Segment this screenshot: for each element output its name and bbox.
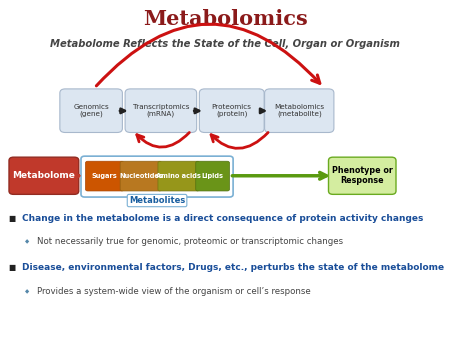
FancyBboxPatch shape bbox=[328, 157, 396, 194]
Text: Metabolome Reflects the State of the Cell, Organ or Organism: Metabolome Reflects the State of the Cel… bbox=[50, 39, 400, 49]
Text: Sugars: Sugars bbox=[92, 173, 117, 179]
Text: ■: ■ bbox=[8, 263, 15, 271]
FancyBboxPatch shape bbox=[199, 89, 264, 132]
Text: Metabolomics: Metabolomics bbox=[143, 8, 307, 29]
Text: Transcriptomics
(mRNA): Transcriptomics (mRNA) bbox=[133, 104, 189, 117]
FancyBboxPatch shape bbox=[9, 157, 79, 194]
FancyBboxPatch shape bbox=[120, 161, 162, 191]
Text: Not necessarily true for genomic, proteomic or transcriptomic changes: Not necessarily true for genomic, proteo… bbox=[37, 237, 343, 246]
FancyBboxPatch shape bbox=[60, 89, 122, 132]
FancyBboxPatch shape bbox=[265, 89, 334, 132]
Text: Nucleotides: Nucleotides bbox=[119, 173, 163, 179]
Text: Provides a system-wide view of the organism or cell’s response: Provides a system-wide view of the organ… bbox=[37, 287, 310, 296]
Text: Proteomics
(protein): Proteomics (protein) bbox=[212, 104, 252, 117]
Text: Lipids: Lipids bbox=[202, 173, 224, 179]
Text: ■: ■ bbox=[8, 214, 15, 222]
Text: ◆: ◆ bbox=[25, 239, 29, 244]
Text: Change in the metabolome is a direct consequence of protein activity changes: Change in the metabolome is a direct con… bbox=[22, 214, 423, 222]
FancyBboxPatch shape bbox=[196, 161, 230, 191]
Text: Metabolomics
(metabolite): Metabolomics (metabolite) bbox=[274, 104, 324, 117]
FancyBboxPatch shape bbox=[125, 89, 197, 132]
Text: Metabolome: Metabolome bbox=[13, 171, 75, 180]
Text: ◆: ◆ bbox=[25, 289, 29, 294]
Text: Amino acids: Amino acids bbox=[156, 173, 201, 179]
Text: Metabolites: Metabolites bbox=[129, 196, 185, 205]
Text: Phenotype or
Response: Phenotype or Response bbox=[332, 166, 393, 186]
FancyBboxPatch shape bbox=[86, 161, 124, 191]
FancyBboxPatch shape bbox=[158, 161, 199, 191]
Text: Disease, environmental factors, Drugs, etc., perturbs the state of the metabolom: Disease, environmental factors, Drugs, e… bbox=[22, 263, 444, 271]
Text: Genomics
(gene): Genomics (gene) bbox=[73, 104, 109, 117]
